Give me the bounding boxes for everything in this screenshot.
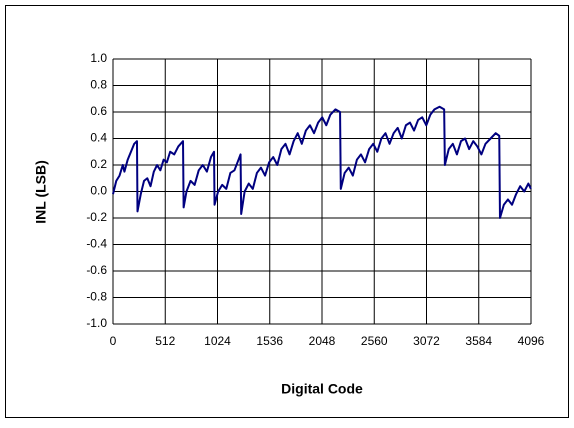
x-tick-label: 3584 xyxy=(465,334,492,348)
x-tick-label: 3072 xyxy=(413,334,440,348)
x-axis-title: Digital Code xyxy=(281,381,363,397)
x-tick-label: 2048 xyxy=(309,334,336,348)
chart-frame xyxy=(5,5,569,418)
y-tick-label: 0.0 xyxy=(90,184,107,198)
y-tick-label: 0.4 xyxy=(90,131,107,145)
x-tick-label: 1536 xyxy=(256,334,283,348)
y-tick-label: 1.0 xyxy=(90,51,107,65)
y-tick-label: -0.8 xyxy=(86,290,107,304)
x-tick-label: 0 xyxy=(110,334,117,348)
x-tick-label: 2560 xyxy=(361,334,388,348)
y-axis-title: INL (LSB) xyxy=(33,160,49,224)
x-tick-label: 4096 xyxy=(518,334,545,348)
y-tick-label: 0.6 xyxy=(90,104,107,118)
x-tick-label: 1024 xyxy=(204,334,231,348)
data-line xyxy=(112,105,532,219)
x-tick-label: 512 xyxy=(155,334,175,348)
y-tick-label: -0.6 xyxy=(86,263,107,277)
y-tick-label: -1.0 xyxy=(86,316,107,330)
y-tick-label: 0.2 xyxy=(90,157,107,171)
y-tick-label: 0.8 xyxy=(90,78,107,92)
y-tick-label: -0.2 xyxy=(86,210,107,224)
y-tick-label: -0.4 xyxy=(86,237,107,251)
